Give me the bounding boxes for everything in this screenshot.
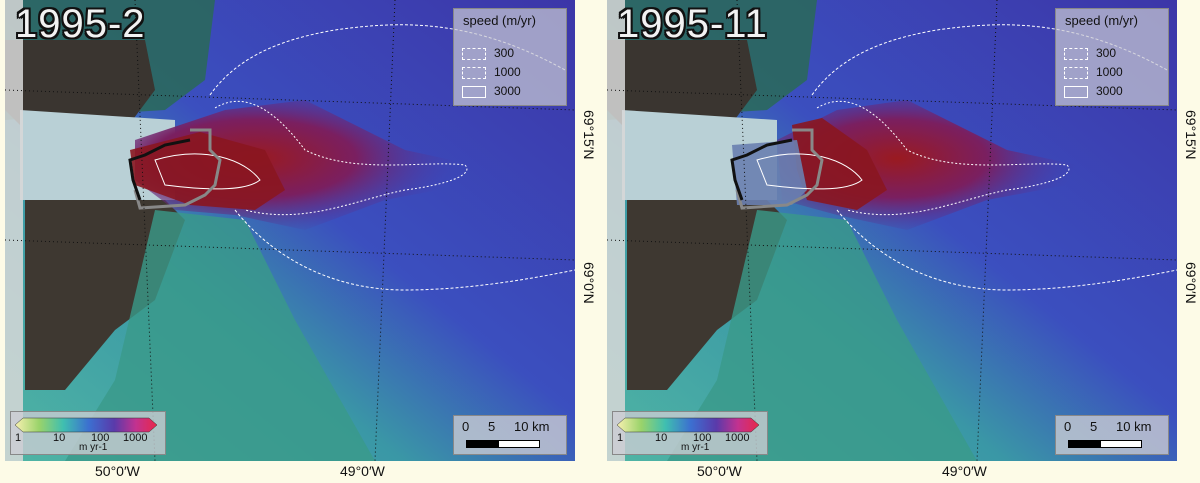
- map-panel-1: 1995-2 speed (m/yr) 300 1000 3000: [5, 0, 575, 461]
- colorbar-tick: 1: [15, 432, 22, 444]
- map-panel-2: 1995-11 speed (m/yr) 300 1000 3000: [607, 0, 1177, 461]
- scale-label: 5: [1090, 419, 1098, 434]
- legend-swatch-solid: [462, 86, 486, 98]
- front-position-black: [128, 138, 191, 201]
- speed-legend-title: speed (m/yr): [463, 13, 536, 28]
- legend-row-3000: 3000: [462, 84, 562, 99]
- colorbar-legend: 1 10 100 1000 m yr-1: [612, 411, 768, 455]
- lat-label-69-15: 69°15′N: [581, 110, 597, 160]
- colorbar: [14, 417, 158, 433]
- lon-label-50: 50°0′W: [697, 463, 742, 479]
- legend-row-3000: 3000: [1064, 84, 1164, 99]
- colorbar-tick: 10: [655, 432, 668, 444]
- contour-300-north: [811, 24, 1168, 96]
- scale-label: 10 km: [514, 419, 550, 434]
- lat-label-69-15: 69°15′N: [1183, 110, 1199, 160]
- graticule-lon-2: [976, 0, 998, 461]
- panel-title: 1995-2: [15, 2, 146, 46]
- graticule-lon-2: [374, 0, 396, 461]
- scale-bar: 0 5 10 km: [453, 415, 567, 455]
- legend-value: 300: [1096, 46, 1117, 60]
- front-position-grey: [133, 128, 222, 210]
- lat-label-69-0: 69°0′N: [1183, 262, 1199, 304]
- legend-swatch-solid: [1064, 86, 1088, 98]
- legend-row-1000: 1000: [462, 65, 562, 80]
- legend-value: 300: [494, 46, 515, 60]
- contour-3000: [154, 153, 261, 190]
- colorbar-legend: 1 10 100 1000 m yr-1: [10, 411, 166, 455]
- colorbar-unit: m yr-1: [79, 442, 108, 453]
- glacier-front-fast: [130, 132, 285, 210]
- legend-swatch-dashed: [1064, 67, 1088, 79]
- colorbar-tick: 100: [91, 432, 110, 444]
- legend-value: 3000: [1096, 84, 1123, 98]
- scale-segment-black: [1068, 440, 1100, 448]
- scale-label: 10 km: [1116, 419, 1152, 434]
- legend-swatch-dashed: [462, 67, 486, 79]
- colorbar-tick: 10: [53, 432, 66, 444]
- legend-value: 1000: [1096, 65, 1123, 79]
- legend-row-1000: 1000: [1064, 65, 1164, 80]
- lat-label-69-0: 69°0′N: [581, 262, 597, 304]
- colorbar-tick: 1000: [123, 432, 148, 444]
- front-position-grey: [735, 128, 824, 210]
- west-land-north: [5, 40, 155, 130]
- legend-swatch-dashed: [462, 48, 486, 60]
- scale-label: 5: [488, 419, 496, 434]
- west-land-north: [607, 40, 757, 130]
- colorbar-tick: 1000: [725, 432, 750, 444]
- legend-value: 3000: [494, 84, 521, 98]
- colorbar-unit: m yr-1: [681, 442, 710, 453]
- lon-label-49: 49°0′W: [340, 463, 385, 479]
- legend-row-300: 300: [1064, 46, 1164, 61]
- contour-3000: [756, 153, 863, 190]
- lon-label-49: 49°0′W: [942, 463, 987, 479]
- legend-swatch-dashed: [1064, 48, 1088, 60]
- scale-bar: 0 5 10 km: [1055, 415, 1169, 455]
- graticule-lon-1: [134, 0, 156, 461]
- colorbar: [616, 417, 760, 433]
- colorbar-tick: 100: [693, 432, 712, 444]
- speed-legend: speed (m/yr) 300 1000 3000: [453, 8, 567, 106]
- legend-row-300: 300: [462, 46, 562, 61]
- contour-300-south: [836, 209, 1177, 291]
- front-position-black: [730, 138, 793, 201]
- image-edge: [607, 0, 625, 461]
- legend-value: 1000: [494, 65, 521, 79]
- scale-label: 0: [462, 419, 470, 434]
- contour-300-south: [234, 209, 575, 291]
- contour-1000: [214, 100, 468, 216]
- speed-legend-title: speed (m/yr): [1065, 13, 1138, 28]
- contour-1000: [816, 100, 1070, 216]
- south-land-area: [65, 210, 375, 461]
- panel-title: 1995-11: [617, 2, 768, 46]
- image-edge: [5, 0, 23, 461]
- scale-segment-black: [466, 440, 498, 448]
- contour-300-north: [209, 24, 566, 96]
- scale-segment-white: [1100, 440, 1142, 448]
- south-land-area: [667, 210, 977, 461]
- colorbar-tick: 1: [617, 432, 624, 444]
- speed-legend: speed (m/yr) 300 1000 3000: [1055, 8, 1169, 106]
- graticule-lon-1: [736, 0, 758, 461]
- scale-label: 0: [1064, 419, 1072, 434]
- lon-label-50: 50°0′W: [95, 463, 140, 479]
- retreated-front-area: [732, 140, 807, 205]
- scale-segment-white: [498, 440, 540, 448]
